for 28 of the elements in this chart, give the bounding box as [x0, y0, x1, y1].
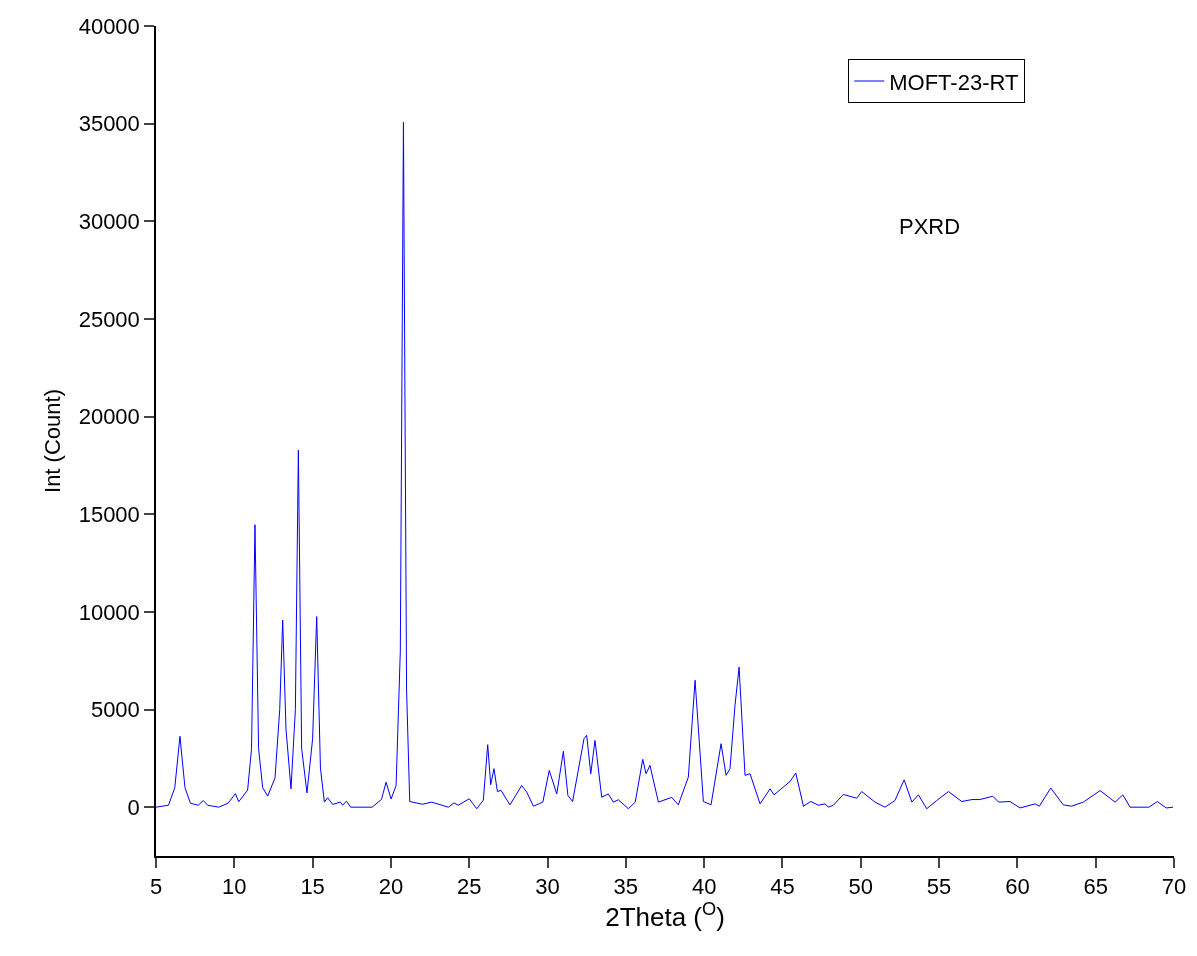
y-tick-label: 35000	[78, 111, 140, 137]
legend-label: MOFT-23-RT	[889, 69, 1019, 95]
y-tick-label: 0	[127, 794, 140, 820]
x-tick-label: 45	[770, 874, 795, 900]
y-tick-label: 15000	[78, 501, 140, 527]
x-tick-label: 50	[848, 874, 874, 900]
x-tick-label: 65	[1083, 874, 1108, 900]
x-tick-label: 70	[1161, 874, 1187, 900]
x-tick-label: 40	[691, 874, 717, 900]
x-tick-label: 5	[149, 874, 163, 900]
y-tick-label: 40000	[78, 13, 140, 39]
y-tick-label: 20000	[78, 404, 140, 430]
x-axis-title: 2Theta ($^{O}$)	[605, 899, 725, 933]
x-tick-label: 55	[926, 874, 952, 900]
x-tick-label: 10	[222, 874, 247, 900]
y-tick-label: 30000	[78, 208, 140, 234]
x-tick-label: 35	[613, 874, 639, 900]
x-tick-label: 25	[456, 874, 482, 900]
x-tick-label: 30	[535, 874, 560, 900]
line-series	[156, 121, 1174, 810]
y-tick-label: 10000	[78, 599, 140, 625]
y-axis-title: Int (Count)	[39, 389, 65, 493]
x-tick-label: 15	[300, 874, 325, 900]
x-tick-label: 20	[378, 874, 404, 900]
y-tick-label: 5000	[90, 697, 140, 723]
annotation: PXRD	[899, 214, 961, 239]
x-tick-label: 60	[1005, 874, 1030, 900]
y-tick-label: 25000	[78, 306, 140, 332]
